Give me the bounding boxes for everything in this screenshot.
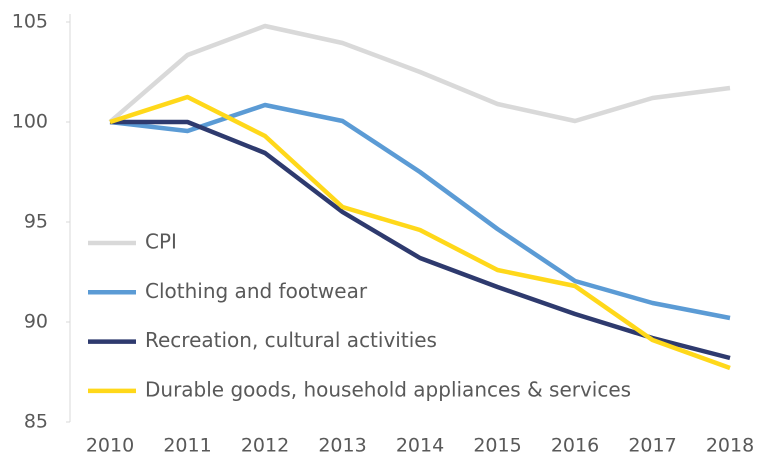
- x-tick-label: 2012: [241, 435, 289, 457]
- x-tick-label: 2016: [551, 435, 599, 457]
- legend-label: CPI: [145, 230, 177, 254]
- x-tick-label: 2013: [318, 435, 366, 457]
- y-tick-label: 90: [24, 311, 48, 333]
- x-tick-label: 2018: [706, 435, 754, 457]
- y-tick-label: 95: [24, 211, 48, 233]
- series-line: [110, 119, 731, 361]
- legend-label: Recreation, cultural activities: [145, 328, 437, 352]
- series-line: [109, 94, 731, 371]
- x-tick-label: 2017: [628, 435, 676, 457]
- legend-label: Clothing and footwear: [145, 279, 368, 303]
- x-tick-label: 2014: [396, 435, 444, 457]
- y-tick-label: 105: [12, 11, 48, 33]
- y-tick-label: 85: [24, 411, 48, 433]
- y-tick-label: 100: [12, 111, 48, 133]
- legend-label: Durable goods, household appliances & se…: [145, 377, 631, 401]
- x-tick-label: 2015: [473, 435, 521, 457]
- series-line: [109, 102, 731, 321]
- x-tick-label: 2011: [163, 435, 211, 457]
- series-line: [108, 23, 731, 124]
- x-tick-label: 2010: [86, 435, 134, 457]
